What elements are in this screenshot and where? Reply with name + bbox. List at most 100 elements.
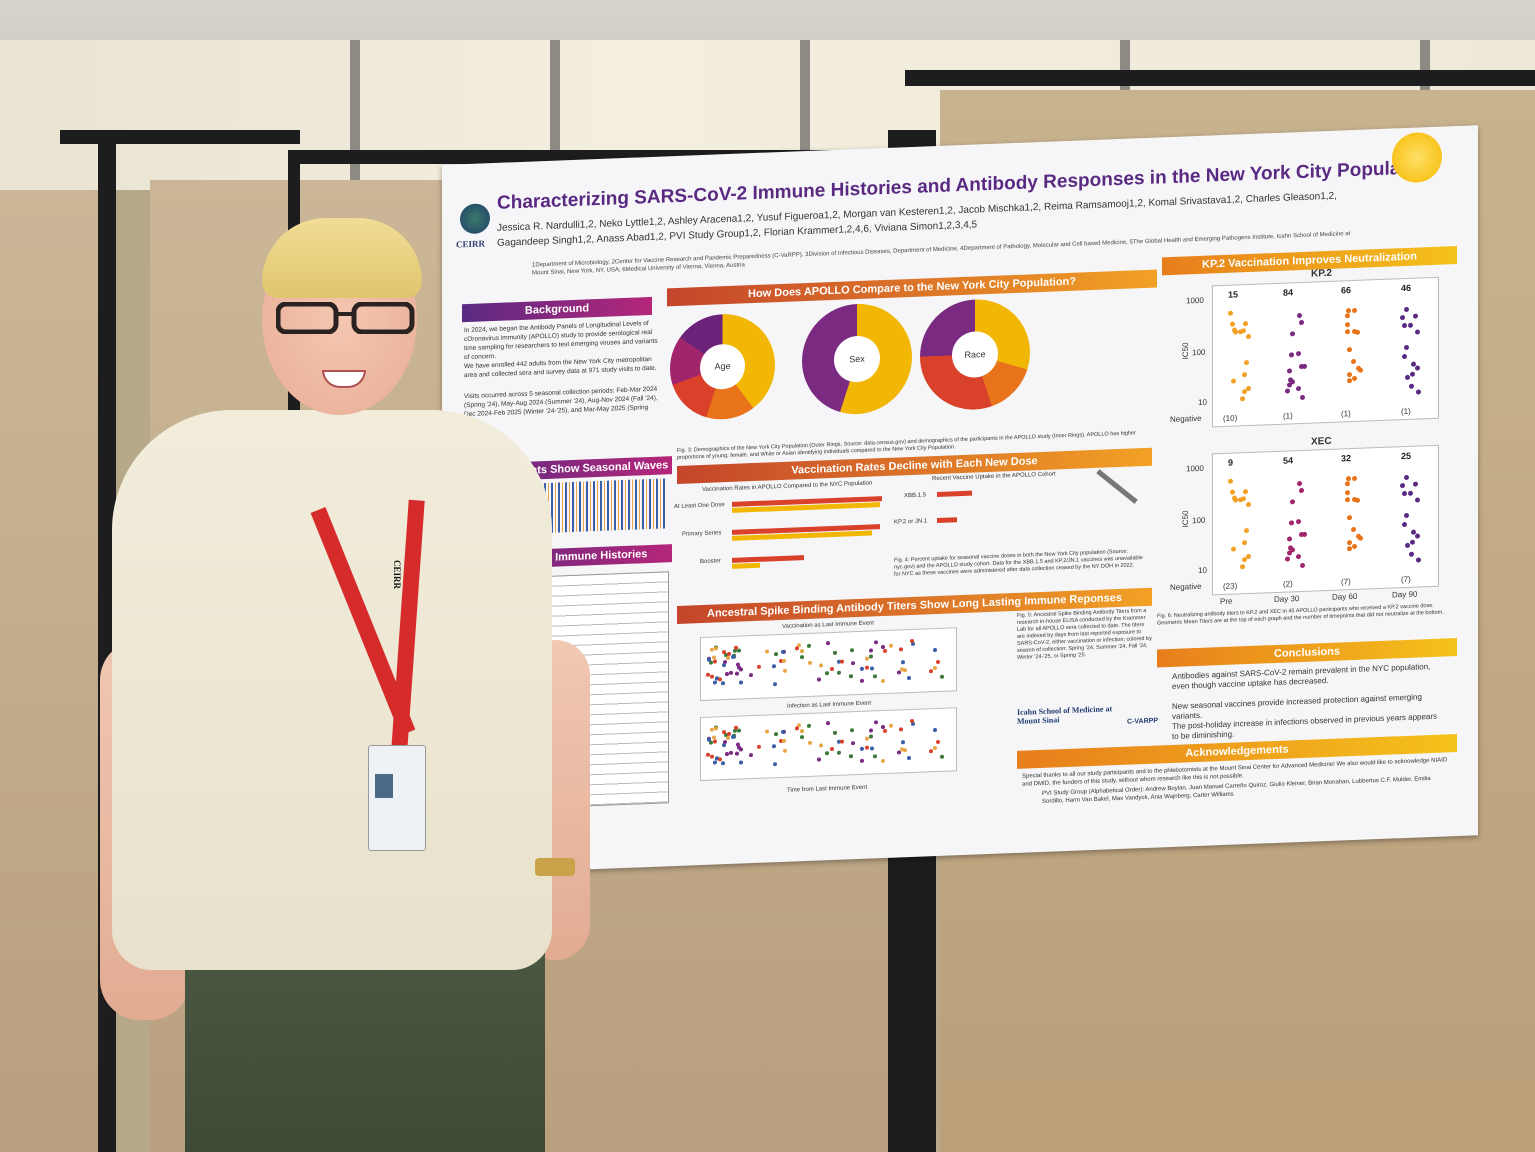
kp2-scatter-plot: KP.2 15 84 66 46 (10) (1) (1) (1): [1212, 268, 1439, 428]
institution-mount-sinai: Icahn School of Medicine at Mount Sinai: [1017, 704, 1113, 726]
plot-point: [1410, 371, 1416, 378]
plot-point: [1297, 481, 1303, 487]
plot-point: [817, 757, 822, 762]
plot-point: [849, 728, 854, 733]
plot-point: [839, 739, 844, 744]
plot-point: [773, 652, 778, 657]
plot-point: [1296, 553, 1302, 560]
kp2-plot-title: KP.2: [1311, 267, 1332, 280]
plot-point: [764, 729, 769, 734]
partition-top-rail: [60, 130, 300, 144]
xec-scatter-plot: XEC 9 54 32 25 (23) (2) (7) (7): [1212, 436, 1439, 596]
plot-point: [807, 724, 812, 729]
plot-point: [1241, 389, 1247, 395]
plot-point: [737, 648, 742, 653]
plot-point: [936, 740, 941, 745]
glasses-icon: [276, 302, 415, 334]
kp2-negative: (1): [1401, 406, 1411, 417]
plot-point: [874, 719, 878, 725]
plot-point: [1231, 378, 1237, 385]
xec-count: 54: [1283, 455, 1294, 466]
plot-point: [1229, 321, 1235, 327]
plot-point: [824, 750, 829, 755]
plot-point: [1287, 368, 1293, 374]
plot-point: [837, 750, 842, 755]
plot-point: [936, 660, 941, 665]
lanyard-text: CEIRR: [392, 560, 402, 590]
plot-point: [1358, 535, 1364, 541]
plot-point: [889, 643, 894, 648]
plot-point: [864, 745, 869, 750]
plot-point: [782, 748, 787, 753]
plot-point: [1345, 328, 1351, 334]
conclusion-item: Antibodies against SARS-CoV-2 remain pre…: [1172, 662, 1431, 691]
plot-point: [748, 673, 753, 678]
plot-point: [1345, 480, 1351, 486]
plot-point: [1285, 555, 1291, 562]
kp2-ytick: 1000: [1186, 295, 1204, 306]
plot-point: [1245, 334, 1251, 340]
plot-point: [1347, 371, 1353, 378]
plot-point: [1403, 344, 1409, 350]
xec-ylabel: IC50: [1180, 510, 1190, 528]
scatter-infection: [700, 707, 957, 782]
plot-point: [757, 664, 762, 669]
plot-point: [1298, 531, 1304, 537]
plot-point: [881, 678, 886, 683]
plot-point: [1346, 307, 1352, 313]
plot-point: [1298, 363, 1304, 369]
plot-point: [724, 751, 729, 757]
recent-row-label: XBB.1.5: [904, 492, 927, 500]
plot-point: [1358, 367, 1364, 373]
plot-point: [883, 648, 888, 653]
scatter-xlabel: Time from Last Immune Event: [787, 784, 868, 794]
wristwatch: [535, 858, 575, 876]
plot-point: [901, 740, 906, 745]
vacc-row-label: Primary Series: [682, 530, 722, 538]
fig5-caption: Fig. 5: Ancestral Spike Binding Antibody…: [1017, 607, 1152, 661]
plot-point: [1299, 394, 1305, 401]
recent-bar: [937, 490, 972, 497]
plot-point: [818, 663, 823, 668]
plot-point: [800, 735, 805, 740]
plot-point: [928, 749, 933, 754]
plot-point: [734, 671, 739, 676]
plot-point: [713, 760, 718, 765]
xec-xtick: Pre: [1220, 596, 1233, 607]
plot-point: [1414, 497, 1420, 503]
xec-xtick: Day 30: [1274, 594, 1300, 605]
plot-point: [1350, 526, 1356, 532]
plot-point: [1402, 521, 1408, 528]
syringe-icon: [1096, 469, 1138, 504]
fig6-caption: Fig. 6: Neutralizing antibody titers to …: [1157, 602, 1444, 627]
plot-point: [939, 754, 944, 759]
plot-point: [709, 754, 714, 759]
plot-point: [1287, 382, 1293, 388]
plot-point: [1351, 543, 1357, 549]
plot-point: [1414, 329, 1420, 335]
partition-panel-left: [0, 190, 100, 1152]
plot-point: [1402, 322, 1408, 329]
plot-point: [1296, 519, 1302, 525]
plot-point: [799, 649, 804, 654]
xec-ytick: 1000: [1186, 463, 1204, 474]
plot-point: [738, 760, 743, 765]
plot-point: [825, 721, 830, 726]
plot-point: [851, 661, 856, 666]
plot-point: [1346, 346, 1352, 352]
plot-point: [714, 646, 719, 651]
plot-point: [864, 665, 869, 670]
plot-point: [928, 669, 933, 674]
plot-point: [1344, 321, 1350, 327]
xec-negative: (23): [1223, 581, 1238, 591]
plot-point: [807, 644, 812, 649]
plot-point: [883, 728, 888, 733]
plot-point: [1297, 313, 1303, 319]
plot-point: [1287, 550, 1293, 556]
plot-point: [859, 666, 864, 671]
section-header-background: Background: [462, 296, 652, 323]
plot-point: [707, 657, 712, 662]
plot-point: [1412, 481, 1418, 487]
plot-point: [909, 718, 914, 724]
plot-point: [1415, 389, 1421, 395]
